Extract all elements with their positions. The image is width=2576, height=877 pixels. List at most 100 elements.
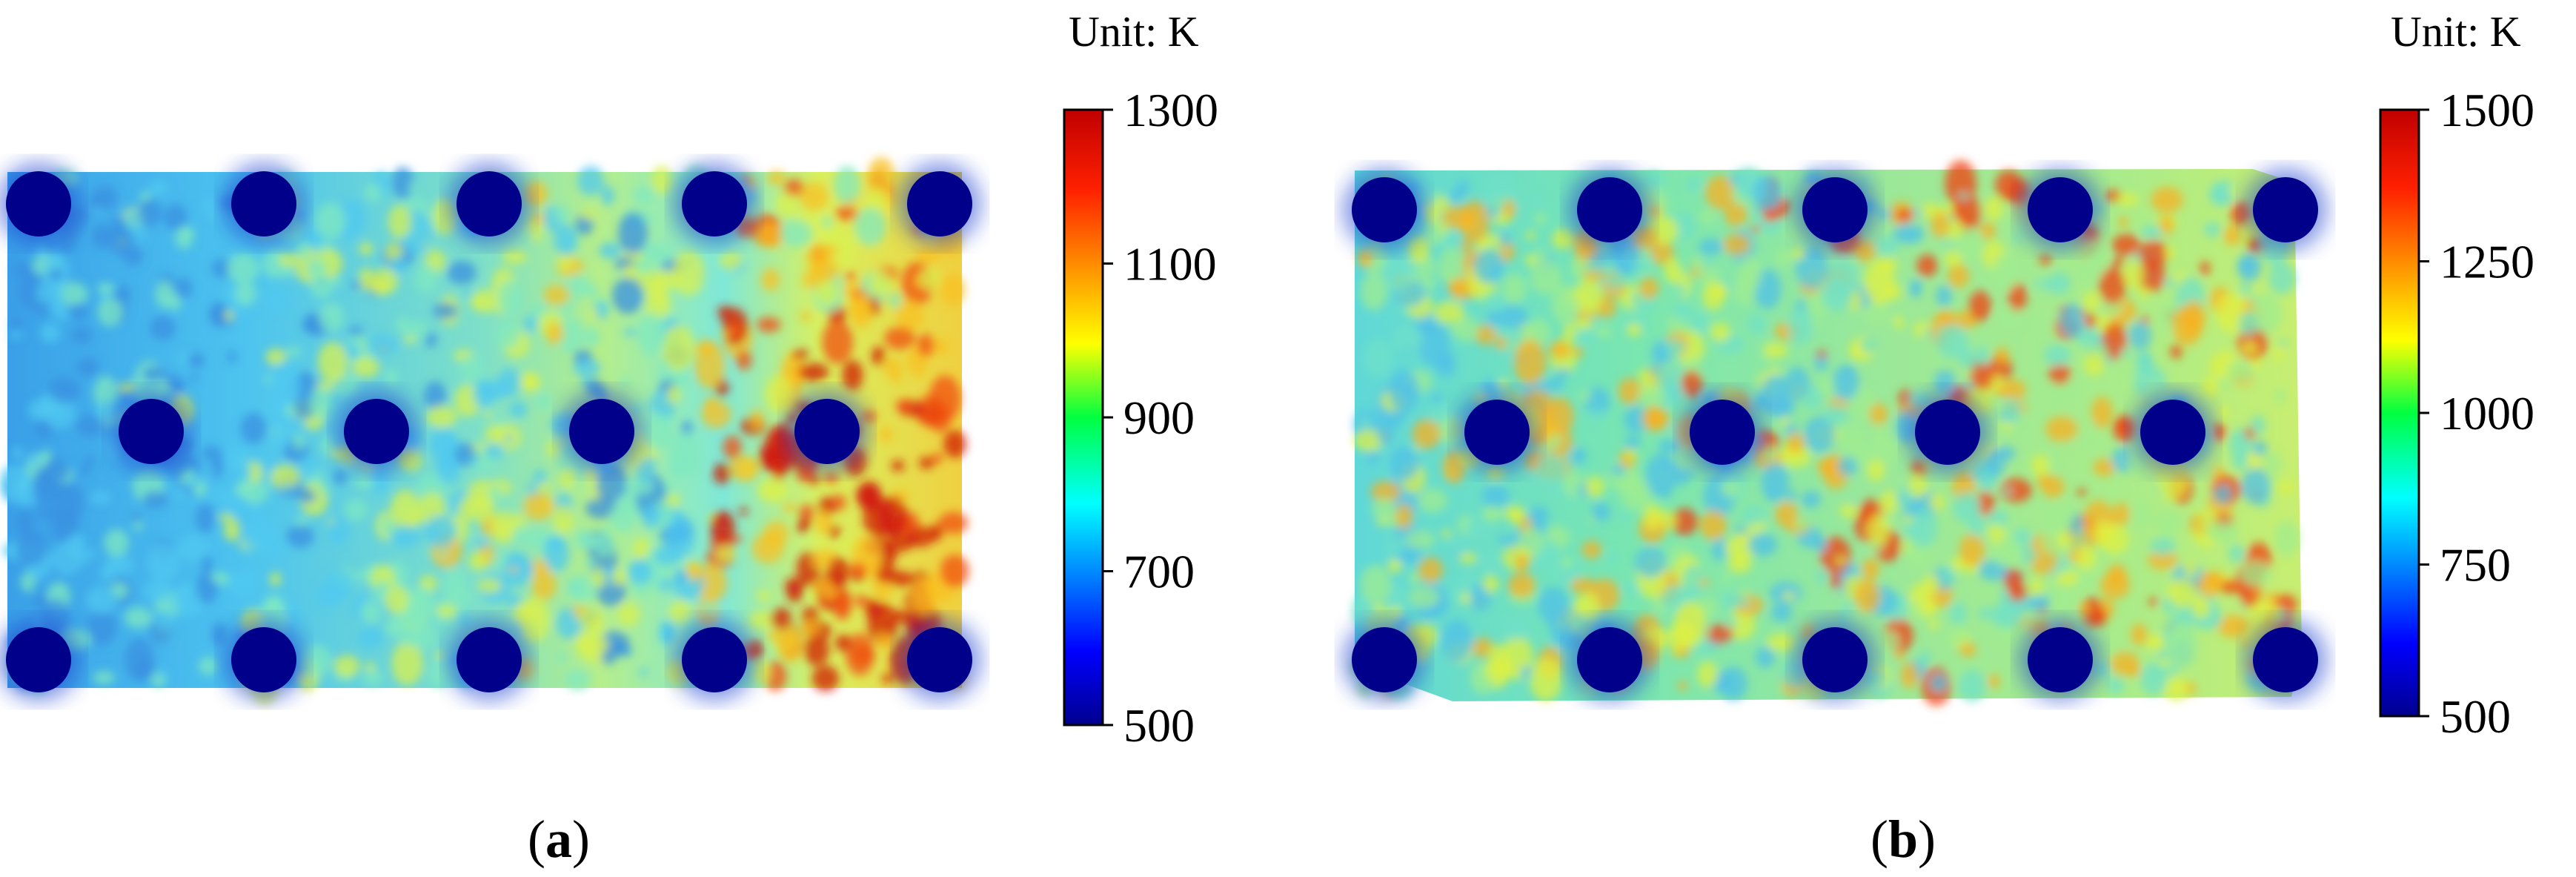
- heat-blob: [10, 331, 22, 340]
- heat-blob: [1988, 674, 2000, 689]
- cooling-hole: [1577, 627, 1642, 692]
- heat-blob: [1635, 547, 1667, 578]
- heat-blob: [1969, 514, 1985, 537]
- heat-blob: [896, 399, 914, 413]
- heat-blob: [1438, 247, 1466, 283]
- heat-blob: [2148, 598, 2159, 606]
- heat-blob: [522, 373, 541, 391]
- heat-blob: [2268, 262, 2297, 295]
- cooling-hole: [1915, 400, 1980, 465]
- cooling-hole: [794, 399, 860, 464]
- heat-blob: [780, 219, 812, 248]
- heat-blob: [1447, 584, 1464, 606]
- heat-blob: [477, 578, 502, 593]
- heat-blob: [1994, 446, 2016, 461]
- heat-blob: [1624, 450, 1637, 460]
- heat-blob: [1793, 247, 1806, 259]
- heat-blob: [1711, 537, 1727, 561]
- heat-blob: [362, 669, 384, 686]
- heat-blob: [509, 401, 528, 418]
- heat-blob: [884, 326, 916, 350]
- heat-blob: [729, 455, 760, 482]
- heat-blob: [593, 533, 617, 557]
- heat-blob: [10, 317, 23, 331]
- heat-blob: [424, 381, 447, 411]
- heat-blob: [1416, 488, 1448, 513]
- panel-a-holes: [0, 162, 981, 701]
- heat-blob: [43, 397, 76, 429]
- heat-blob: [1959, 643, 1976, 658]
- heat-blob: [428, 425, 457, 465]
- heat-blob: [2182, 300, 2205, 335]
- heat-blob: [1561, 557, 1573, 569]
- heat-blob: [1804, 416, 1836, 453]
- heat-blob: [1388, 590, 1405, 612]
- heat-blob: [1752, 206, 1762, 216]
- heat-blob: [1752, 175, 1782, 211]
- heat-blob: [573, 529, 597, 549]
- panel-b-holes: [1343, 168, 2327, 701]
- heat-blob: [1552, 228, 1574, 250]
- heat-blob: [1721, 592, 1744, 609]
- heat-blob: [814, 510, 833, 535]
- heat-blob: [1617, 509, 1629, 523]
- heat-blob: [2183, 560, 2197, 578]
- cooling-hole: [1577, 177, 1642, 242]
- heat-blob: [90, 491, 111, 505]
- heat-blob: [288, 367, 299, 378]
- heat-blob: [582, 327, 601, 348]
- heat-blob: [1699, 510, 1727, 540]
- heat-blob: [2093, 458, 2116, 477]
- heat-blob: [1461, 571, 1476, 589]
- heat-blob: [803, 618, 820, 639]
- heat-blob: [557, 317, 584, 354]
- heat-blob: [1392, 325, 1424, 352]
- heat-blob: [16, 510, 35, 533]
- heat-blob: [96, 400, 117, 423]
- heat-blob: [662, 325, 695, 371]
- heat-blob: [1624, 581, 1640, 596]
- heat-blob: [2219, 406, 2228, 419]
- heat-blob: [1822, 404, 1848, 425]
- heat-blob: [713, 463, 731, 485]
- heat-blob: [248, 503, 262, 515]
- heat-blob: [1459, 552, 1477, 564]
- heat-blob: [1412, 419, 1441, 449]
- heat-blob: [2240, 561, 2271, 588]
- heat-blob: [611, 569, 625, 586]
- heat-blob: [48, 268, 62, 282]
- heat-blob: [1650, 240, 1674, 265]
- heat-blob: [1642, 405, 1664, 431]
- heat-blob: [799, 517, 811, 531]
- heat-blob: [764, 375, 794, 413]
- heat-blob: [1894, 315, 1904, 330]
- heat-blob: [1610, 463, 1626, 476]
- heat-blob: [1750, 225, 1761, 233]
- heat-blob: [1813, 536, 1828, 553]
- heat-blob: [1395, 503, 1413, 529]
- heat-blob: [1573, 347, 1584, 358]
- heat-blob: [174, 489, 188, 499]
- heat-blob: [396, 316, 408, 333]
- heat-blob: [2148, 549, 2177, 570]
- heat-blob: [522, 492, 554, 520]
- heat-blob: [916, 394, 946, 428]
- heat-blob: [1623, 475, 1636, 489]
- heat-blob: [835, 205, 858, 222]
- heat-blob: [800, 311, 812, 321]
- heat-blob: [44, 457, 65, 489]
- heat-blob: [497, 279, 523, 317]
- heat-blob: [1535, 212, 1547, 226]
- heat-blob: [54, 481, 84, 525]
- heat-blob: [1497, 535, 1508, 544]
- heat-blob: [600, 185, 615, 206]
- heat-blob: [1505, 328, 1517, 342]
- heat-blob: [1694, 263, 1720, 284]
- heat-blob: [657, 577, 671, 592]
- heat-blob: [222, 446, 250, 472]
- heat-blob: [1785, 431, 1805, 454]
- heat-blob: [2241, 468, 2271, 505]
- heat-blob: [87, 607, 117, 646]
- heat-blob: [333, 532, 344, 545]
